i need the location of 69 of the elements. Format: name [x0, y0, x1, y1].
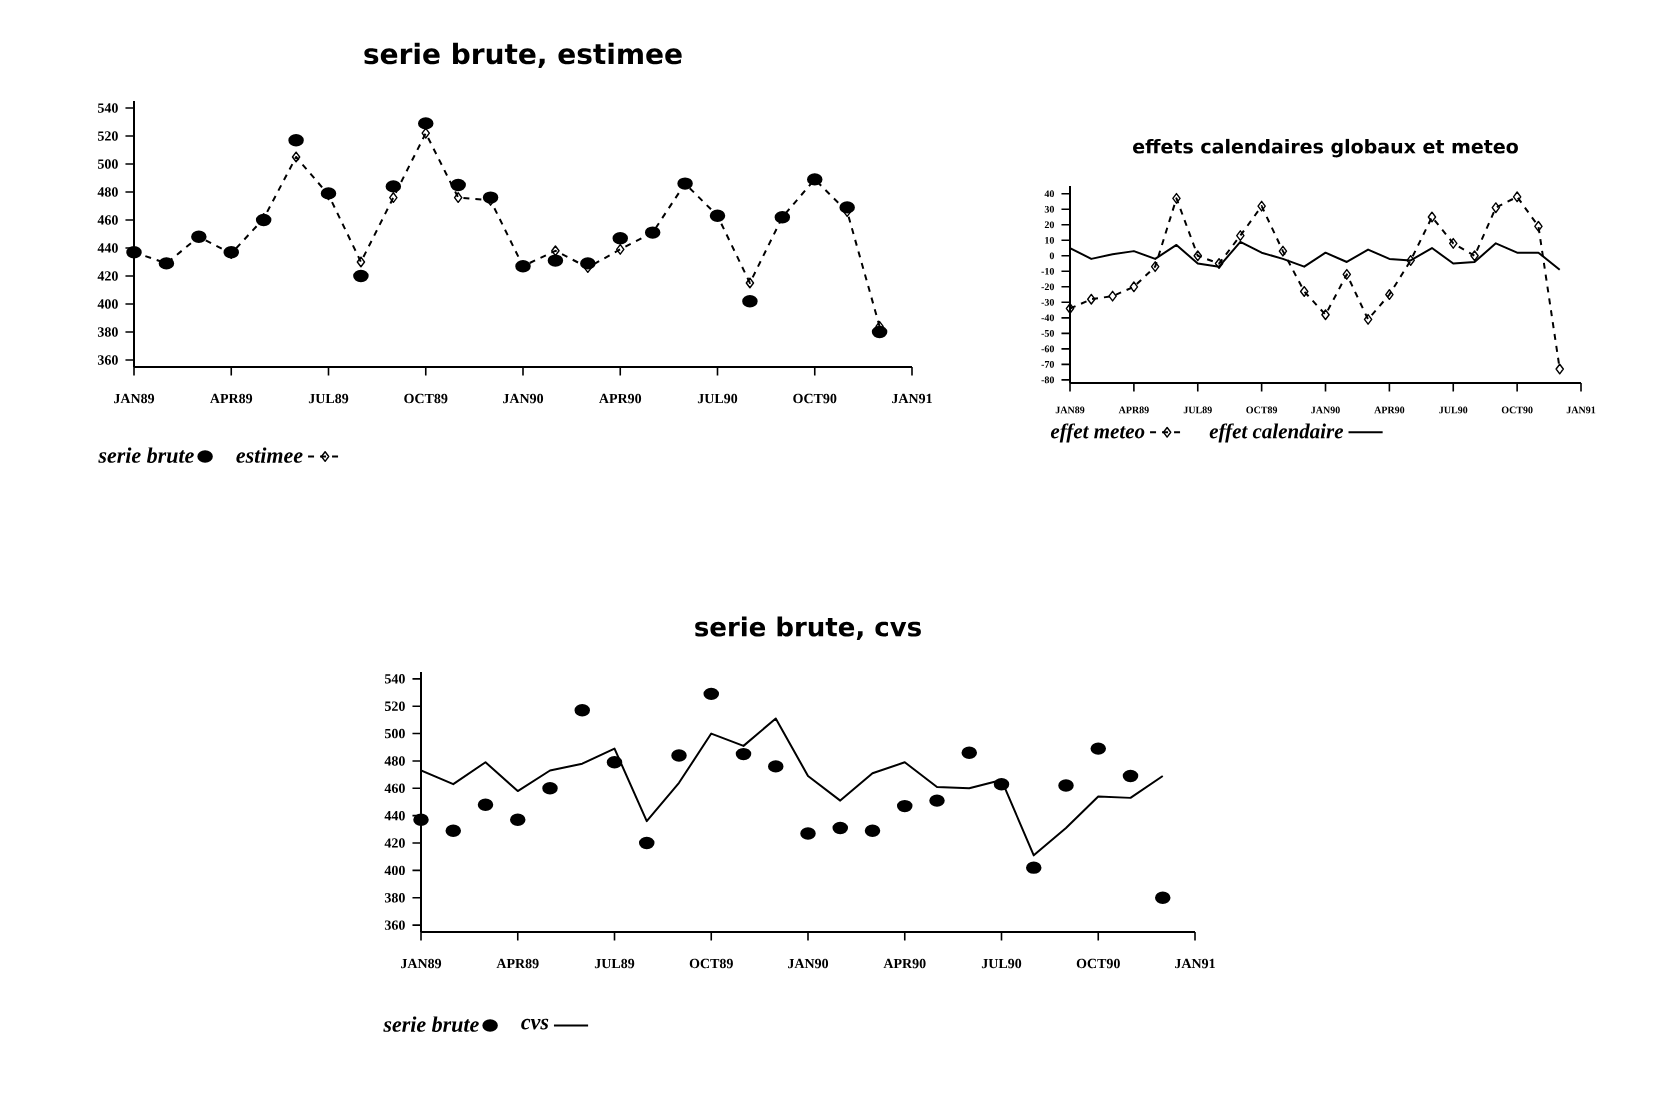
y-tick-label: 480 [384, 756, 405, 766]
y-tick-label: 540 [97, 103, 118, 113]
x-tick-label: OCT90 [1501, 406, 1533, 414]
y-tick-label: -70 [1041, 360, 1055, 368]
x-tick-label: JAN89 [1055, 406, 1085, 414]
x-tick-label: APR89 [209, 393, 253, 404]
y-tick-label: 500 [384, 728, 405, 739]
y-tick-label: 420 [384, 838, 405, 848]
x-tick-label: OCT90 [1076, 958, 1120, 969]
x-tick-label: APR90 [1374, 406, 1405, 414]
y-tick-label: -80 [1041, 376, 1055, 384]
x-tick-label: JUL89 [594, 958, 635, 969]
y-tick-label: 460 [384, 783, 405, 794]
y-tick-label: 480 [97, 187, 118, 197]
y-tick-label: 460 [97, 215, 118, 225]
x-tick-label: JUL89 [308, 393, 349, 404]
y-tick-label: -30 [1041, 298, 1055, 306]
x-tick-label: JUL90 [697, 393, 738, 404]
x-tick-label: JAN91 [892, 393, 932, 404]
legend-label: serie brute [383, 1016, 479, 1032]
y-tick-label: 540 [384, 674, 405, 684]
legend-label: cvs [521, 1018, 549, 1030]
x-tick-label: APR89 [1118, 406, 1149, 414]
x-tick-label: OCT90 [793, 393, 837, 404]
x-tick-label: APR90 [598, 393, 642, 404]
x-tick-label: JUL90 [1439, 406, 1468, 414]
x-tick-label: OCT89 [689, 958, 733, 969]
y-tick-label: 10 [1045, 236, 1055, 244]
x-tick-label: JUL90 [981, 958, 1022, 969]
y-tick-label: 380 [97, 327, 118, 337]
x-tick-label: JAN91 [1566, 406, 1596, 414]
x-tick-label: JAN90 [1311, 406, 1340, 414]
y-tick-label: 360 [97, 355, 118, 365]
y-tick-label: 440 [97, 243, 118, 253]
legend-label: estimee [236, 447, 303, 463]
y-tick-label: 0 [1049, 252, 1055, 260]
y-tick-label: 400 [384, 865, 405, 876]
x-tick-label: JAN89 [401, 958, 442, 969]
legend-label: serie brute [98, 447, 194, 463]
legend-label: effet meteo [1050, 423, 1145, 443]
y-tick-label: 440 [384, 810, 405, 821]
y-tick-label: 500 [97, 159, 118, 169]
x-tick-label: JAN90 [788, 958, 829, 969]
y-tick-label: 420 [97, 271, 118, 281]
y-tick-label: -20 [1041, 283, 1055, 291]
y-tick-label: 360 [384, 920, 405, 930]
y-tick-label: 30 [1044, 205, 1055, 213]
y-tick-label: 400 [97, 299, 118, 309]
y-tick-label: -60 [1041, 345, 1055, 353]
x-tick-label: APR89 [496, 958, 539, 969]
y-tick-label: 380 [384, 893, 405, 903]
x-tick-label: OCT89 [404, 393, 448, 404]
x-tick-label: JUL89 [1183, 406, 1212, 414]
x-tick-label: APR90 [883, 958, 926, 969]
chart-title: serie brute, cvs [695, 616, 921, 640]
x-tick-label: JAN90 [503, 393, 544, 404]
x-tick-label: OCT89 [1246, 406, 1278, 414]
chart-title: serie brute, estimee [364, 42, 682, 68]
y-tick-label: 520 [384, 701, 405, 711]
legend-label: effet calendaire [1209, 423, 1344, 443]
y-tick-label: 40 [1044, 190, 1055, 198]
y-tick-label: 20 [1044, 221, 1055, 229]
x-tick-label: JAN89 [114, 393, 155, 404]
y-tick-label: -10 [1041, 267, 1055, 275]
x-tick-label: JAN91 [1175, 958, 1215, 969]
y-tick-label: -50 [1041, 329, 1055, 337]
chart-title: effets calendaires globaux et meteo [1133, 138, 1518, 158]
y-tick-label: -40 [1041, 314, 1055, 322]
y-tick-label: 520 [97, 131, 118, 141]
